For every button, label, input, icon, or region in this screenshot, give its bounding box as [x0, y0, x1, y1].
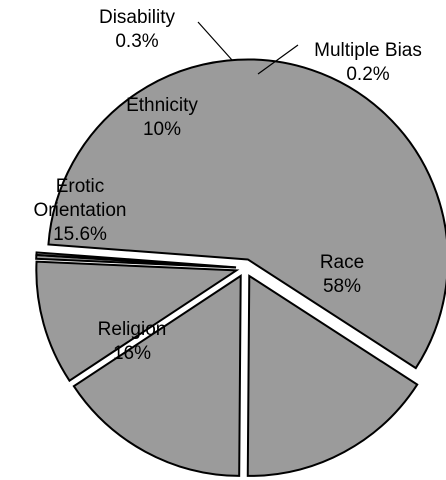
- value-label-multiple-bias: 0.2%: [346, 64, 389, 85]
- slice-label-multiple-bias: Multiple Bias: [314, 40, 422, 61]
- value-label-religion: 16%: [113, 343, 151, 364]
- value-label-disability: 0.3%: [115, 31, 158, 52]
- slice-label-erotic-orientation: Erotic: [56, 176, 105, 197]
- pie-slice-religion: [246, 274, 419, 477]
- slice-label-religion: Religion: [98, 319, 167, 340]
- leader-line-disability: [197, 21, 233, 61]
- pie-slice-race: [47, 58, 446, 370]
- value-label-race: 58%: [323, 276, 361, 297]
- value-label-erotic-orientation: 15.6%: [53, 224, 107, 245]
- slice-label-erotic-orientation: Orientation: [34, 200, 127, 221]
- slice-label-disability: Disability: [99, 7, 176, 28]
- slice-label-race: Race: [320, 252, 364, 273]
- pie-slice-erotic-orientation: [72, 274, 242, 477]
- pie-slice-multiple-bias: [35, 251, 237, 269]
- slice-label-ethnicity: Ethnicity: [126, 95, 198, 116]
- pie-slice-ethnicity: [35, 260, 240, 383]
- leader-line-multiple-bias: [257, 44, 299, 75]
- value-label-ethnicity: 10%: [143, 119, 181, 140]
